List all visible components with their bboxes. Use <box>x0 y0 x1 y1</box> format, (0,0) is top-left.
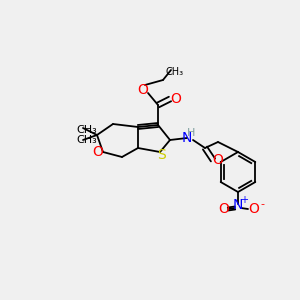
Text: O: O <box>219 202 230 216</box>
Text: H: H <box>187 128 195 138</box>
Text: O: O <box>249 202 260 216</box>
Text: N: N <box>182 131 192 145</box>
Text: CH₃: CH₃ <box>76 135 98 145</box>
Text: +: + <box>240 195 248 205</box>
Text: N: N <box>233 198 243 212</box>
Text: O: O <box>213 153 224 167</box>
Text: S: S <box>158 148 166 162</box>
Text: -: - <box>260 199 264 209</box>
Text: CH₃: CH₃ <box>166 67 184 77</box>
Text: CH₃: CH₃ <box>76 125 98 135</box>
Text: O: O <box>138 83 148 97</box>
Text: O: O <box>93 145 104 159</box>
Text: O: O <box>171 92 182 106</box>
